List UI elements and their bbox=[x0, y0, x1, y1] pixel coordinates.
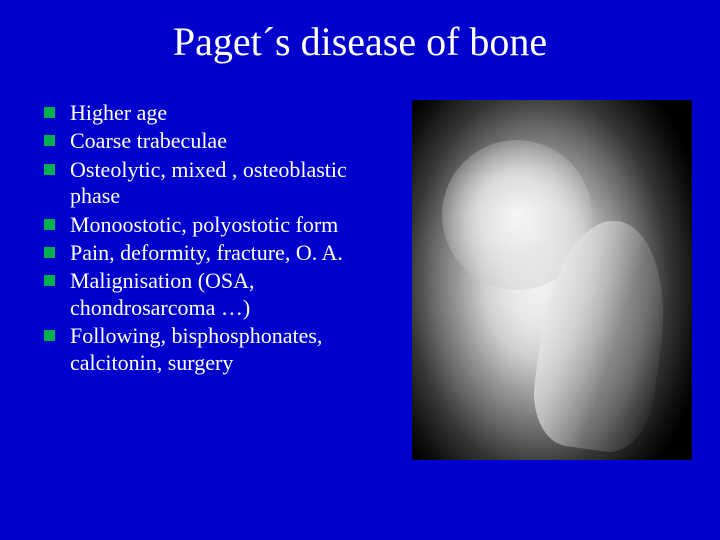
bullet-text: Higher age bbox=[70, 100, 167, 125]
deco-square bbox=[6, 100, 20, 114]
deco-square bbox=[6, 352, 20, 366]
deco-square bbox=[6, 118, 20, 132]
deco-square bbox=[6, 208, 20, 222]
slide-title: Paget´s disease of bone bbox=[0, 18, 720, 65]
list-item: Coarse trabeculae bbox=[40, 128, 380, 154]
bullet-list-container: Higher age Coarse trabeculae Osteolytic,… bbox=[40, 100, 380, 378]
bullet-list: Higher age Coarse trabeculae Osteolytic,… bbox=[40, 100, 380, 376]
bullet-square-icon bbox=[44, 247, 55, 258]
deco-square bbox=[6, 442, 20, 456]
deco-square bbox=[6, 262, 20, 276]
deco-square bbox=[6, 190, 20, 204]
deco-square bbox=[6, 244, 20, 258]
deco-square bbox=[6, 172, 20, 186]
bullet-text: Monoostotic, polyostotic form bbox=[70, 212, 338, 237]
deco-square bbox=[6, 298, 20, 312]
list-item: Osteolytic, mixed , osteoblastic phase bbox=[40, 157, 380, 210]
deco-square bbox=[6, 316, 20, 330]
list-item: Monoostotic, polyostotic form bbox=[40, 212, 380, 238]
bullet-square-icon bbox=[44, 107, 55, 118]
deco-square bbox=[6, 226, 20, 240]
deco-square bbox=[6, 280, 20, 294]
bullet-text: Following, bisphosphonates, calcitonin, … bbox=[70, 323, 322, 374]
deco-square bbox=[6, 154, 20, 168]
deco-square bbox=[6, 496, 20, 510]
bullet-square-icon bbox=[44, 330, 55, 341]
bullet-square-icon bbox=[44, 164, 55, 175]
deco-square bbox=[6, 478, 20, 492]
bullet-square-icon bbox=[44, 275, 55, 286]
bullet-text: Malignisation (OSA, chondrosarcoma …) bbox=[70, 268, 255, 319]
xray-image bbox=[412, 100, 692, 460]
deco-square bbox=[6, 334, 20, 348]
bullet-text: Osteolytic, mixed , osteoblastic phase bbox=[70, 157, 347, 208]
list-item: Pain, deformity, fracture, O. A. bbox=[40, 240, 380, 266]
deco-square bbox=[6, 370, 20, 384]
left-decoration-column bbox=[6, 100, 20, 510]
bullet-square-icon bbox=[44, 219, 55, 230]
deco-square bbox=[6, 388, 20, 402]
bullet-text: Pain, deformity, fracture, O. A. bbox=[70, 240, 343, 265]
list-item: Following, bisphosphonates, calcitonin, … bbox=[40, 323, 380, 376]
deco-square bbox=[6, 406, 20, 420]
bullet-square-icon bbox=[44, 135, 55, 146]
list-item: Higher age bbox=[40, 100, 380, 126]
bullet-text: Coarse trabeculae bbox=[70, 128, 227, 153]
deco-square bbox=[6, 424, 20, 438]
list-item: Malignisation (OSA, chondrosarcoma …) bbox=[40, 268, 380, 321]
deco-square bbox=[6, 136, 20, 150]
deco-square bbox=[6, 460, 20, 474]
